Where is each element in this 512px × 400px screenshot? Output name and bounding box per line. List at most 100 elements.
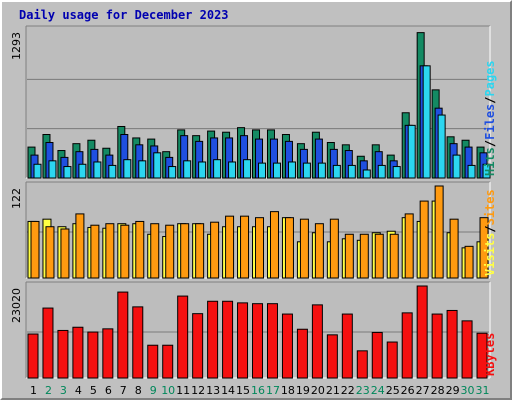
bar-pages-day-20	[317, 162, 326, 179]
bar-pages-day-30	[467, 164, 476, 179]
day-label-9: 9	[150, 384, 157, 397]
bar-sites-day-19	[299, 218, 309, 279]
bar-sites-day-12	[195, 223, 205, 279]
day-label-10: 10	[161, 384, 175, 397]
bar-pages-day-24	[377, 164, 386, 179]
bar-kbytes-day-3	[57, 329, 69, 379]
bar-pages-day-1	[33, 163, 42, 179]
bar-pages-day-5	[93, 161, 102, 179]
bar-sites-day-1	[30, 220, 40, 279]
day-label-2: 2	[45, 384, 52, 397]
day-label-16: 16	[251, 384, 265, 397]
day-label-28: 28	[431, 384, 445, 397]
bar-pages-day-4	[78, 163, 87, 179]
bar-sites-day-5	[90, 224, 100, 279]
bar-sites-day-26	[404, 213, 414, 279]
bar-sites-day-15	[240, 215, 250, 279]
bar-pages-day-25	[392, 166, 401, 179]
panel-visits-sites: 122 Visits/Sites	[10, 181, 497, 279]
day-label-19: 19	[296, 384, 310, 397]
bar-pages-day-14	[228, 161, 237, 179]
bar-kbytes-day-6	[102, 328, 114, 379]
bar-kbytes-day-4	[72, 326, 84, 379]
bar-kbytes-day-22	[341, 313, 353, 379]
bar-sites-day-13	[210, 221, 220, 279]
bar-sites-day-7	[120, 224, 130, 279]
bar-pages-day-6	[108, 164, 117, 179]
y-max-label: 1293	[10, 32, 23, 60]
chart-panels: 1293 Hits/Files/Pages 122 Visits/Sites 23020…	[10, 25, 497, 379]
bar-sites-day-21	[329, 218, 339, 279]
bar-kbytes-day-23	[356, 350, 368, 379]
bar-pages-day-16	[258, 162, 267, 179]
bar-pages-day-8	[138, 160, 147, 179]
bar-pages-day-26	[407, 124, 416, 179]
day-label-17: 17	[266, 384, 280, 397]
bar-pages-day-9	[153, 152, 162, 179]
bar-kbytes-day-14	[222, 300, 234, 379]
bar-kbytes-day-12	[192, 313, 204, 379]
bar-sites-day-9	[150, 223, 160, 279]
bar-sites-day-8	[135, 220, 145, 279]
day-label-23: 23	[356, 384, 370, 397]
bar-kbytes-day-7	[117, 291, 129, 379]
bar-sites-day-27	[419, 200, 429, 279]
bar-pages-day-17	[272, 162, 281, 179]
bar-pages-day-28	[437, 114, 446, 179]
bar-pages-day-29	[452, 154, 461, 179]
bar-kbytes-day-5	[87, 331, 99, 379]
bar-kbytes-day-15	[237, 302, 249, 379]
bar-kbytes-day-19	[296, 328, 308, 379]
bar-pages-day-15	[243, 159, 252, 179]
day-label-22: 22	[341, 384, 355, 397]
bar-pages-day-31	[482, 163, 491, 179]
day-label-11: 11	[176, 384, 190, 397]
day-label-5: 5	[90, 384, 97, 397]
bar-sites-day-25	[389, 233, 399, 279]
bar-kbytes-day-9	[147, 344, 159, 379]
bar-kbytes-day-10	[162, 344, 174, 379]
side-label-hits-files-pages: Hits/Files/Pages	[483, 60, 497, 176]
day-label-20: 20	[311, 384, 325, 397]
panel-hits-files-pages: 1293 Hits/Files/Pages	[10, 25, 497, 179]
bar-pages-day-19	[302, 162, 311, 179]
day-label-27: 27	[416, 384, 430, 397]
day-label-14: 14	[221, 384, 235, 397]
day-label-29: 29	[446, 384, 460, 397]
day-label-18: 18	[281, 384, 295, 397]
bar-sites-day-4	[75, 213, 85, 279]
bar-sites-day-3	[60, 228, 70, 279]
bar-pages-day-22	[347, 164, 356, 179]
bar-pages-day-11	[183, 160, 192, 179]
day-label-12: 12	[191, 384, 205, 397]
day-label-6: 6	[105, 384, 112, 397]
bar-kbytes-day-21	[326, 334, 338, 379]
bar-sites-day-20	[314, 223, 324, 279]
bar-pages-day-18	[287, 161, 296, 179]
bar-kbytes-day-2	[42, 307, 54, 379]
day-label-31: 31	[476, 384, 490, 397]
bar-sites-day-17	[269, 211, 279, 279]
y-max-label: 23020	[10, 288, 23, 323]
day-label-13: 13	[206, 384, 220, 397]
day-label-7: 7	[120, 384, 127, 397]
bar-kbytes-day-13	[207, 300, 219, 379]
bar-kbytes-day-17	[266, 303, 278, 379]
y-max-label: 122	[10, 188, 23, 209]
bar-sites-day-14	[225, 215, 235, 279]
bar-sites-day-11	[180, 223, 190, 279]
bar-kbytes-day-30	[461, 320, 473, 379]
bar-kbytes-day-29	[446, 309, 458, 379]
bar-pages-day-23	[362, 169, 371, 179]
bar-sites-day-31	[479, 217, 489, 279]
bar-kbytes-day-8	[132, 306, 144, 379]
bar-sites-day-18	[284, 217, 294, 279]
bar-kbytes-day-11	[177, 295, 189, 379]
bar-sites-day-30	[464, 245, 474, 279]
bar-kbytes-day-24	[371, 331, 383, 379]
bar-kbytes-day-26	[401, 312, 413, 379]
bar-sites-day-16	[255, 217, 265, 279]
bar-sites-day-2	[45, 226, 55, 279]
side-label-kbytes: KBytes	[483, 333, 497, 376]
